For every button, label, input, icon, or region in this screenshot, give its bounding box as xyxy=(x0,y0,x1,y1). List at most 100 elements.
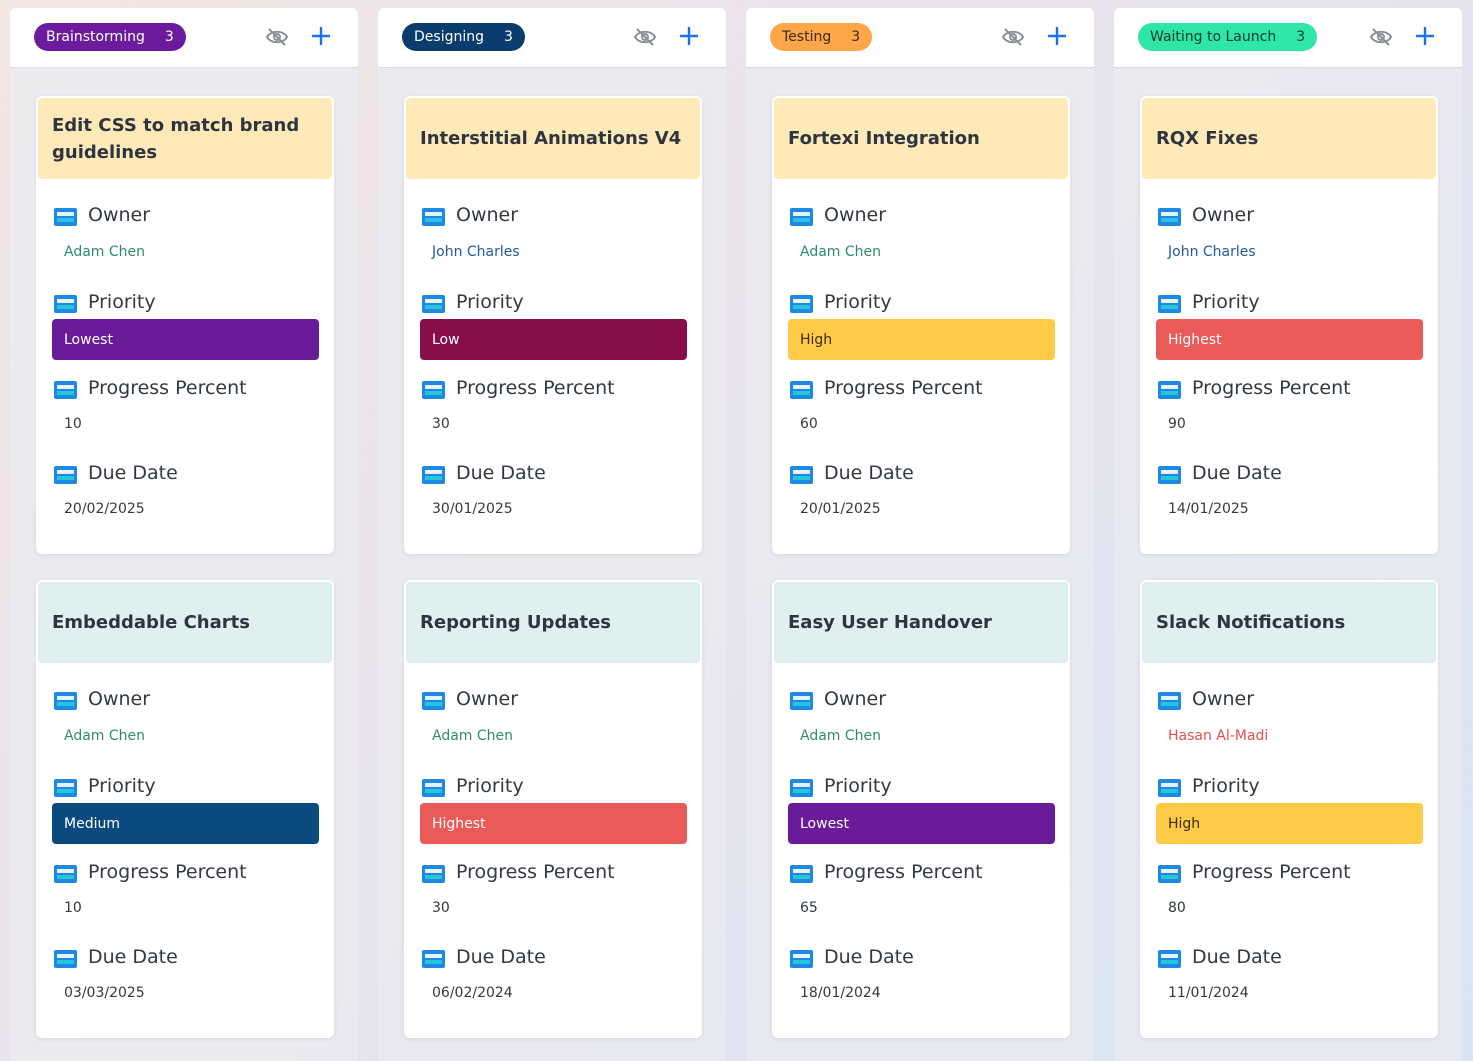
owner-value[interactable]: Adam Chen xyxy=(64,728,146,744)
priority-label: Priority xyxy=(824,291,892,313)
due-date-label: Due Date xyxy=(456,946,546,968)
field-card-icon xyxy=(1158,692,1181,710)
owner-value[interactable]: Adam Chen xyxy=(432,728,514,744)
owner-value[interactable]: John Charles xyxy=(1168,244,1256,260)
owner-value[interactable]: Adam Chen xyxy=(800,728,882,744)
due-date-value: 11/01/2024 xyxy=(1168,985,1249,1001)
column-name: Designing xyxy=(414,29,484,45)
progress-value: 10 xyxy=(64,900,82,916)
kanban-column: Waiting to Launch 3 RQX Fixes Owner John Cha… xyxy=(1114,8,1462,1061)
column-count-badge: 3 xyxy=(164,29,174,45)
field-card-icon xyxy=(790,208,813,226)
progress-value: 65 xyxy=(800,900,818,916)
card-title-box: Edit CSS to match brand guidelines xyxy=(38,98,332,179)
card-title-box: Interstitial Animations V4 xyxy=(406,98,700,179)
task-card[interactable]: Easy User Handover Owner Adam Chen Priority… xyxy=(772,580,1070,1038)
kanban-column: Testing 3 Fortexi Integration Owner Adam Che… xyxy=(746,8,1094,1061)
owner-value[interactable]: Adam Chen xyxy=(800,244,882,260)
field-card-icon xyxy=(790,692,813,710)
owner-value[interactable]: John Charles xyxy=(432,244,520,260)
plus-icon[interactable] xyxy=(1045,24,1069,48)
priority-badge[interactable]: Highest xyxy=(420,803,687,844)
owner-label: Owner xyxy=(88,688,151,710)
field-card-icon xyxy=(422,865,445,883)
column-status-pill[interactable]: Brainstorming 3 xyxy=(34,23,186,51)
priority-label: Priority xyxy=(824,775,892,797)
task-card[interactable]: Embeddable Charts Owner Adam Chen Priority M… xyxy=(36,580,334,1038)
priority-badge[interactable]: Medium xyxy=(52,803,319,844)
progress-label: Progress Percent xyxy=(88,861,247,883)
card-title: RQX Fixes xyxy=(1156,128,1259,149)
progress-label: Progress Percent xyxy=(456,861,615,883)
task-card[interactable]: Interstitial Animations V4 Owner John Char… xyxy=(404,96,702,554)
column-status-pill[interactable]: Waiting to Launch 3 xyxy=(1138,23,1318,51)
priority-badge[interactable]: Lowest xyxy=(52,319,319,360)
owner-label: Owner xyxy=(456,204,519,226)
priority-badge[interactable]: Highest xyxy=(1156,319,1423,360)
priority-badge[interactable]: Lowest xyxy=(788,803,1055,844)
card-title-box: Easy User Handover xyxy=(774,582,1068,663)
plus-icon[interactable] xyxy=(1413,24,1437,48)
due-date-value: 14/01/2025 xyxy=(1168,501,1249,517)
field-card-icon xyxy=(54,466,77,484)
eye-slash-icon[interactable] xyxy=(1001,26,1025,48)
column-name: Brainstorming xyxy=(46,29,145,45)
column-name: Waiting to Launch xyxy=(1150,29,1277,45)
owner-value[interactable]: Adam Chen xyxy=(64,244,146,260)
priority-label: Priority xyxy=(1192,775,1260,797)
eye-slash-icon[interactable] xyxy=(633,26,657,48)
field-card-icon xyxy=(422,950,445,968)
column-status-pill[interactable]: Testing 3 xyxy=(770,23,873,51)
owner-value[interactable]: Hasan Al-Madi xyxy=(1168,728,1269,744)
field-card-icon xyxy=(54,295,77,313)
due-date-label: Due Date xyxy=(824,946,914,968)
task-card[interactable]: Slack Notifications Owner Hasan Al-Madi Pri… xyxy=(1140,580,1438,1038)
card-title-box: Reporting Updates xyxy=(406,582,700,663)
field-card-icon xyxy=(54,865,77,883)
due-date-value: 20/02/2025 xyxy=(64,501,145,517)
field-card-icon xyxy=(1158,208,1181,226)
priority-badge[interactable]: Low xyxy=(420,319,687,360)
task-card[interactable]: Fortexi Integration Owner Adam Chen Priorit… xyxy=(772,96,1070,554)
owner-label: Owner xyxy=(1192,204,1255,226)
progress-label: Progress Percent xyxy=(88,377,247,399)
due-date-value: 06/02/2024 xyxy=(432,985,513,1001)
due-date-value: 18/01/2024 xyxy=(800,985,881,1001)
column-header: Brainstorming 3 xyxy=(10,8,358,68)
priority-label: Priority xyxy=(88,291,156,313)
priority-badge[interactable]: High xyxy=(788,319,1055,360)
field-card-icon xyxy=(1158,466,1181,484)
field-card-icon xyxy=(1158,950,1181,968)
plus-icon[interactable] xyxy=(677,24,701,48)
kanban-column: Designing 3 Interstitial Animations V4 Owne… xyxy=(378,8,726,1061)
progress-label: Progress Percent xyxy=(824,861,983,883)
eye-slash-icon[interactable] xyxy=(1369,26,1393,48)
column-header: Testing 3 xyxy=(746,8,1094,68)
column-status-pill[interactable]: Designing 3 xyxy=(402,23,525,51)
field-card-icon xyxy=(1158,295,1181,313)
progress-value: 30 xyxy=(432,416,450,432)
priority-label: Priority xyxy=(1192,291,1260,313)
field-card-icon xyxy=(54,208,77,226)
priority-label: Priority xyxy=(456,775,524,797)
field-card-icon xyxy=(54,950,77,968)
field-card-icon xyxy=(790,779,813,797)
eye-slash-icon[interactable] xyxy=(265,26,289,48)
card-title-box: Slack Notifications xyxy=(1142,582,1436,663)
field-card-icon xyxy=(422,779,445,797)
task-card[interactable]: RQX Fixes Owner John Charles Priority Highes… xyxy=(1140,96,1438,554)
field-card-icon xyxy=(54,779,77,797)
kanban-column: Brainstorming 3 Edit CSS to match brand gu… xyxy=(10,8,358,1061)
progress-label: Progress Percent xyxy=(1192,377,1351,399)
column-count-badge: 3 xyxy=(1296,29,1306,45)
plus-icon[interactable] xyxy=(309,24,333,48)
task-card[interactable]: Edit CSS to match brand guidelines Owner A… xyxy=(36,96,334,554)
field-card-icon xyxy=(54,381,77,399)
field-card-icon xyxy=(790,381,813,399)
priority-badge[interactable]: High xyxy=(1156,803,1423,844)
field-card-icon xyxy=(422,295,445,313)
card-title-box: Embeddable Charts xyxy=(38,582,332,663)
task-card[interactable]: Reporting Updates Owner Adam Chen Priority H… xyxy=(404,580,702,1038)
card-title: Reporting Updates xyxy=(420,612,611,633)
field-card-icon xyxy=(790,295,813,313)
